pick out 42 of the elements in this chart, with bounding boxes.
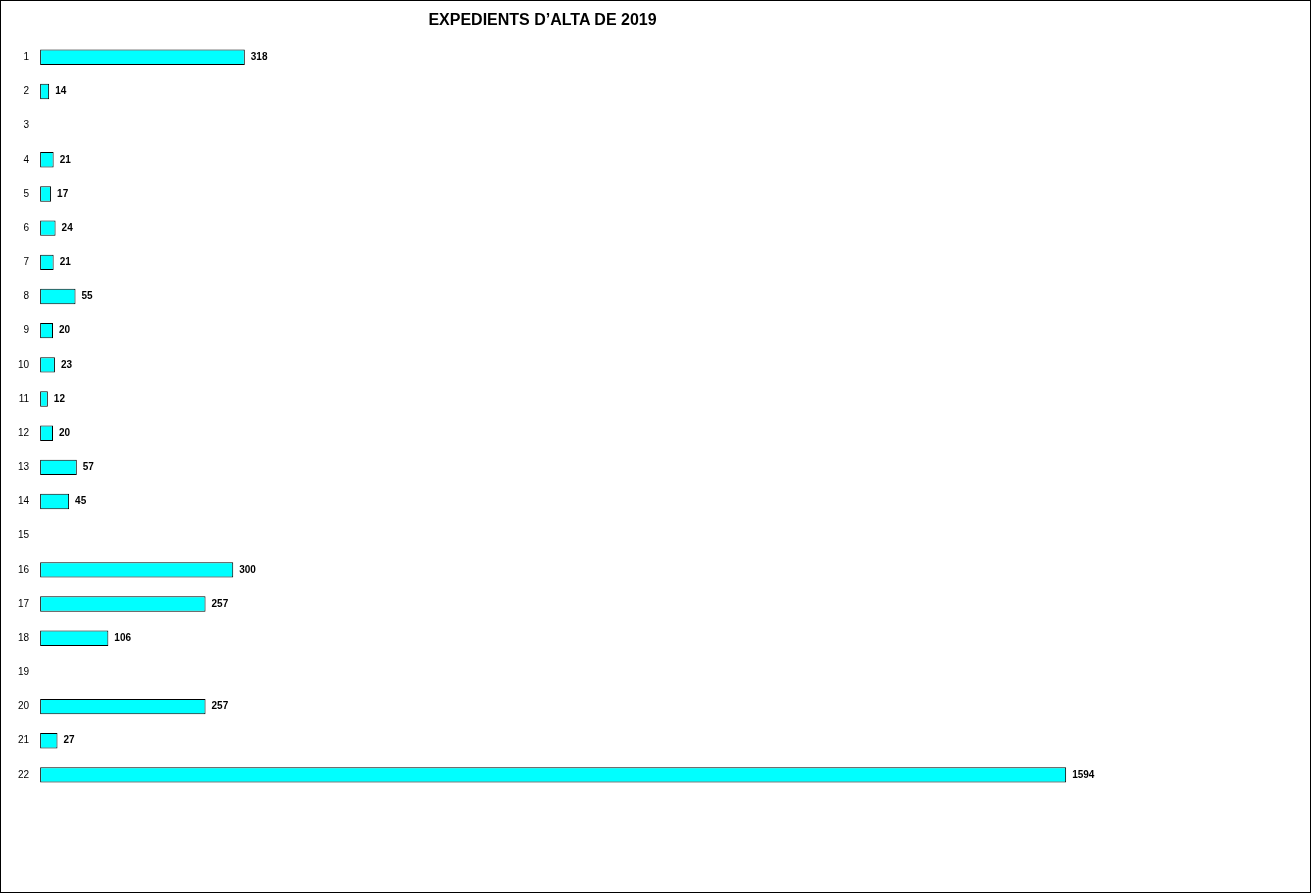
data-label: 24 [61,221,74,233]
y-tick-label: 9 [23,324,30,336]
data-label: 1594 [1072,768,1095,780]
y-tick-label: 15 [18,529,30,541]
y-tick-label: 8 [23,290,30,302]
y-tick-label: 6 [23,221,30,233]
data-label: 23 [60,358,73,370]
data-label: 27 [63,734,76,746]
data-label: 106 [114,631,132,643]
y-tick-label: 16 [18,563,30,575]
data-label: 20 [59,426,71,438]
data-label: 17 [57,187,69,199]
data-label: 12 [53,392,66,404]
y-tick-label: 7 [23,256,30,268]
y-tick-label: 22 [18,768,30,780]
y-tick-label: 1 [23,51,30,63]
data-label: 21 [59,256,72,268]
y-tick-label: 4 [23,153,30,165]
y-tick-label: 18 [18,631,30,643]
y-tick-label: 2 [23,85,30,97]
y-tick-label: 20 [18,700,30,712]
y-tick-label: 12 [18,426,30,438]
y-tick-label: 3 [23,119,30,131]
data-label: 257 [211,597,229,609]
data-label: 45 [75,495,87,507]
y-tick-label: 10 [18,358,30,370]
data-label: 57 [82,461,95,473]
data-label: 318 [250,51,268,63]
data-label: 21 [59,153,72,165]
data-label: 20 [59,324,71,336]
y-tick-label: 17 [18,597,30,609]
data-label: 257 [211,700,229,712]
y-tick-label: 21 [18,734,30,746]
y-tick-label: 19 [18,666,30,678]
chart-title: EXPEDIENTS D’ALTA DE 2019 [428,11,657,29]
y-tick-label: 5 [23,187,30,199]
data-label: 14 [55,85,67,97]
data-label: 55 [81,290,94,302]
y-tick-label: 11 [18,392,30,404]
y-tick-label: 14 [18,495,30,507]
data-label: 300 [239,563,257,575]
y-tick-label: 13 [18,461,30,473]
